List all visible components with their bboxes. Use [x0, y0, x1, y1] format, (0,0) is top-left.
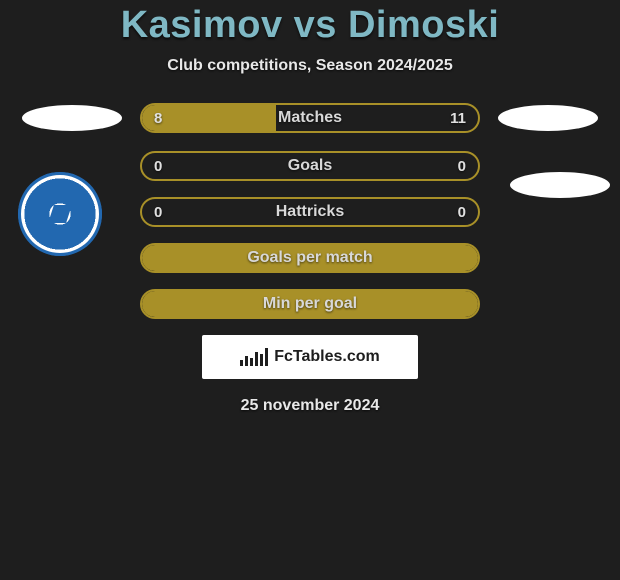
subtitle: Club competitions, Season 2024/2025: [0, 57, 620, 75]
value-right: 11: [450, 110, 466, 127]
stat-label: Min per goal: [142, 295, 478, 313]
comparison-card: Kasimov vs Dimoski Club competitions, Se…: [0, 0, 620, 415]
stat-pill-hattricks: 0 Hattricks 0: [140, 197, 480, 227]
stat-pill-gpm: Goals per match: [140, 243, 480, 273]
value-right: 0: [458, 158, 466, 175]
player-right-ellipse-2-icon: [510, 172, 610, 198]
club-badge-icon: [18, 172, 102, 256]
brand-box[interactable]: FcTables.com: [202, 335, 418, 379]
stat-label: Goals: [142, 157, 478, 175]
stat-pill-goals: 0 Goals 0: [140, 151, 480, 181]
left-club-column: [10, 172, 110, 256]
stat-label: Hattricks: [142, 203, 478, 221]
stat-stack: 0 Goals 0 0 Hattricks 0 Goals per match …: [140, 151, 480, 319]
row-matches: 8 Matches 11: [0, 103, 620, 133]
bar-chart-icon: [240, 348, 268, 366]
right-club-column: [510, 172, 610, 198]
value-right: 0: [458, 204, 466, 221]
stat-label: Goals per match: [142, 249, 478, 267]
stat-pill-mpg: Min per goal: [140, 289, 480, 319]
stat-label: Matches: [142, 109, 478, 127]
brand-text: FcTables.com: [274, 348, 380, 366]
player-left-ellipse-icon: [22, 105, 122, 131]
player-right-ellipse-icon: [498, 105, 598, 131]
date-label: 25 november 2024: [0, 397, 620, 415]
page-title: Kasimov vs Dimoski: [0, 4, 620, 47]
stat-pill-matches: 8 Matches 11: [140, 103, 480, 133]
